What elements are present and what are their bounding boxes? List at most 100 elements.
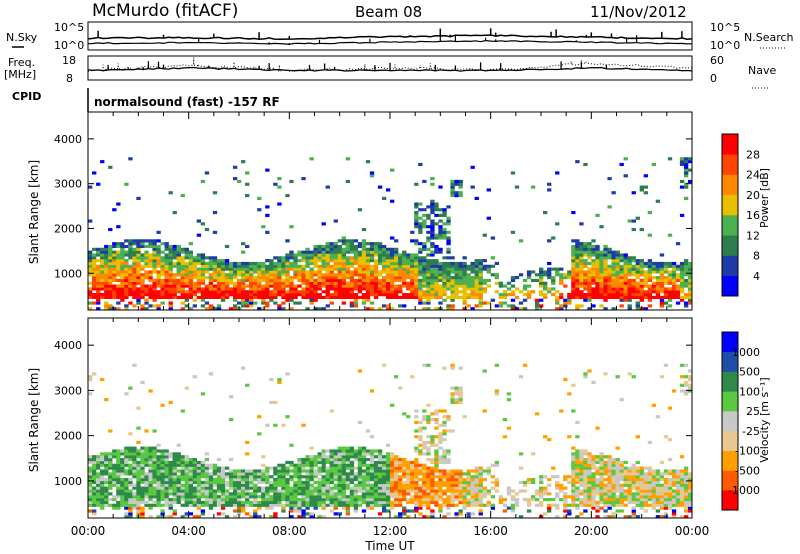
heatmap-cell <box>667 261 673 266</box>
heatmap-cell <box>232 270 238 274</box>
heatmap-cell <box>136 298 141 302</box>
heatmap-cell <box>285 256 290 260</box>
heatmap-cell <box>92 270 97 274</box>
heatmap-cell <box>470 165 475 169</box>
heatmap-cell <box>188 284 193 288</box>
heatmap-cell <box>333 276 338 280</box>
heatmap-cell <box>164 495 169 499</box>
heatmap-cell <box>144 256 149 260</box>
heatmap-cell <box>639 270 644 274</box>
heatmap-cell <box>184 475 189 479</box>
heatmap-cell <box>236 264 242 268</box>
heatmap-cell <box>301 469 306 473</box>
heatmap-cell <box>140 492 145 496</box>
heatmap-cell <box>639 293 644 297</box>
heatmap-cell <box>337 498 342 502</box>
heatmap-cell <box>659 261 665 266</box>
heatmap-cell <box>639 469 644 473</box>
heatmap-cell <box>426 440 431 445</box>
heatmap-cell <box>381 469 387 473</box>
heatmap-cell <box>414 495 419 499</box>
heatmap-cell <box>140 293 145 297</box>
heatmap-cell <box>156 259 161 263</box>
heatmap-cell <box>241 480 246 485</box>
heatmap-cell <box>462 478 467 482</box>
heatmap-cell <box>591 244 596 249</box>
heatmap-cell <box>224 515 230 519</box>
heatmap-cell <box>112 483 117 487</box>
heatmap-cell <box>88 293 93 297</box>
heatmap-cell <box>293 480 298 485</box>
heatmap-cell <box>353 500 359 505</box>
heatmap-cell <box>180 503 185 507</box>
heatmap-cell <box>281 486 286 490</box>
heatmap-cell <box>369 506 375 510</box>
heatmap-cell <box>381 290 387 294</box>
heatmap-cell <box>144 503 149 507</box>
heatmap-cell <box>345 259 351 263</box>
heatmap-cell <box>470 185 475 189</box>
heatmap-cell <box>603 298 608 302</box>
heatmap-cell <box>269 500 274 505</box>
heatmap-cell <box>611 270 616 274</box>
heatmap-cell <box>603 261 608 266</box>
heatmap-cell <box>426 273 431 277</box>
heatmap-cell <box>402 278 407 283</box>
heatmap-cell <box>361 500 367 505</box>
heatmap-cell <box>349 239 355 243</box>
heatmap-cell <box>402 458 407 462</box>
heatmap-cell <box>462 498 467 502</box>
heatmap-cell <box>136 500 141 505</box>
heatmap-cell <box>136 264 141 268</box>
heatmap-cell <box>571 211 576 215</box>
heatmap-cell <box>623 483 628 487</box>
heatmap-cell <box>216 281 222 285</box>
heatmap-cell <box>595 281 600 285</box>
heatmap-cell <box>611 466 616 470</box>
heatmap-cell <box>579 273 584 277</box>
heatmap-cell <box>156 449 161 453</box>
heatmap-cell <box>422 222 427 226</box>
heatmap-cell <box>458 270 463 274</box>
heatmap-cell <box>361 244 367 249</box>
heatmap-cell <box>623 284 628 288</box>
heatmap-cell <box>551 475 556 479</box>
heatmap-cell <box>575 498 580 502</box>
heatmap-cell <box>595 290 600 294</box>
heatmap-cell <box>92 281 97 285</box>
heatmap-cell <box>426 480 431 485</box>
heatmap-cell <box>587 250 592 254</box>
heatmap-cell <box>208 478 214 482</box>
beam-title: Beam 08 <box>355 3 422 21</box>
heatmap-cell <box>148 458 153 462</box>
heatmap-cell <box>390 250 395 254</box>
colorbar-swatch <box>722 235 738 256</box>
heatmap-cell <box>482 281 487 285</box>
heatmap-cell <box>486 278 491 283</box>
heatmap-cell <box>116 250 121 254</box>
heatmap-cell <box>212 489 218 493</box>
heatmap-cell <box>635 483 640 487</box>
heatmap-cell <box>156 486 161 490</box>
heatmap-cell <box>128 256 133 260</box>
heatmap-cell <box>180 455 185 459</box>
heatmap-cell <box>426 287 431 291</box>
heatmap-cell <box>474 478 479 482</box>
heatmap-cell <box>180 301 185 305</box>
heatmap-cell <box>603 273 608 277</box>
heatmap-cell <box>136 276 141 280</box>
heatmap-cell <box>285 480 290 485</box>
heatmap-cell <box>116 472 121 476</box>
heatmap-cell <box>426 415 431 419</box>
heatmap-cell <box>442 460 447 465</box>
heatmap-cell <box>269 486 274 490</box>
heatmap-cell <box>563 492 568 496</box>
heatmap-cell <box>148 452 153 456</box>
heatmap-cell <box>563 273 568 277</box>
heatmap-cell <box>228 276 234 280</box>
heatmap-cell <box>124 290 129 294</box>
heatmap-cell <box>414 489 419 493</box>
heatmap-cell <box>414 276 419 280</box>
heatmap-cell <box>361 293 367 297</box>
heatmap-cell <box>474 276 479 280</box>
